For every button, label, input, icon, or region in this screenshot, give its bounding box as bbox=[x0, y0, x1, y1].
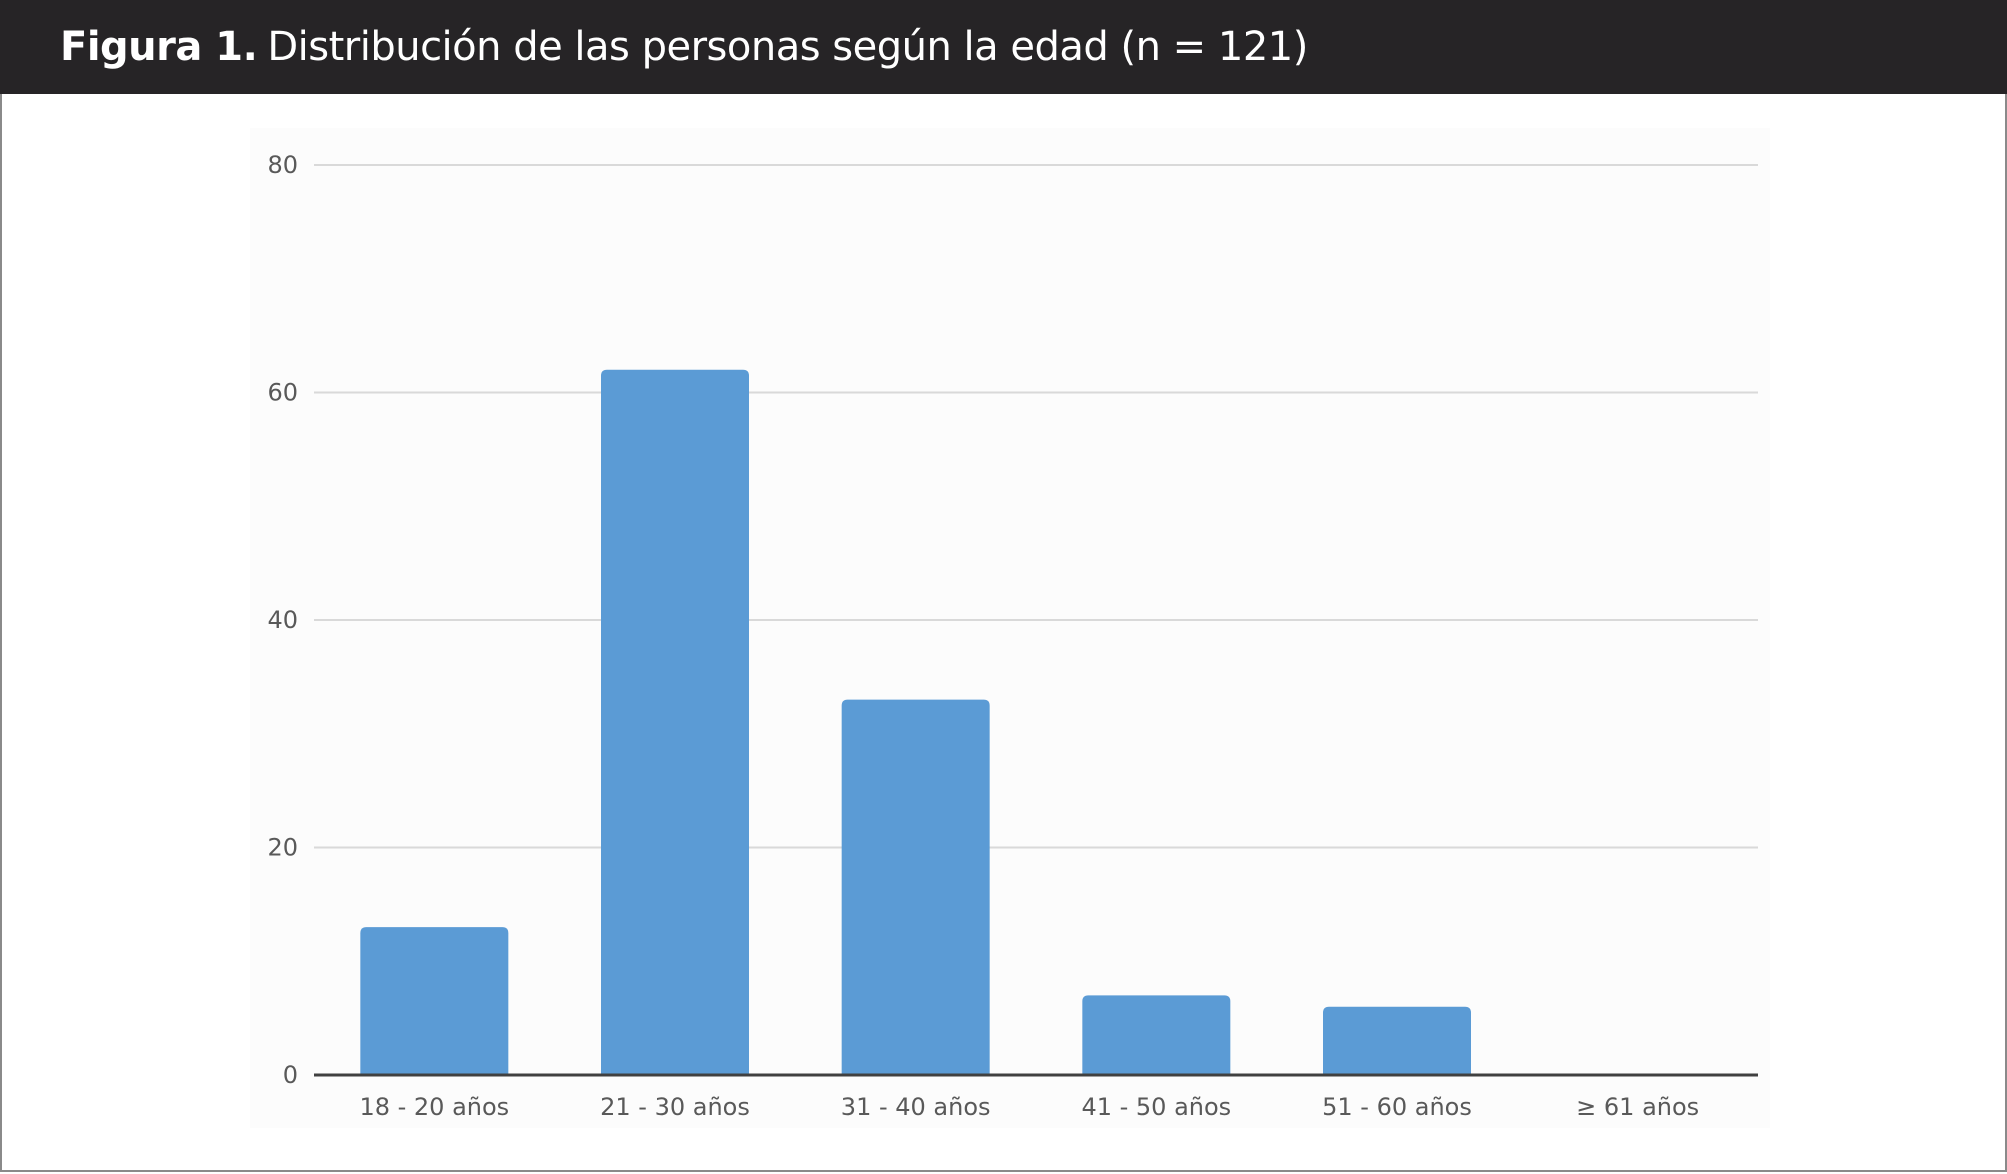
y-tick-label: 60 bbox=[267, 379, 298, 407]
x-tick-label: 41 - 50 años bbox=[1081, 1093, 1231, 1121]
x-tick-label: ≥ 61 años bbox=[1576, 1093, 1699, 1121]
y-tick-label: 20 bbox=[267, 834, 298, 862]
figure-caption-text: Distribución de las personas según la ed… bbox=[267, 24, 1308, 70]
bar bbox=[1323, 1006, 1471, 1075]
x-tick-label: 18 - 20 años bbox=[359, 1093, 509, 1121]
bar bbox=[1082, 995, 1231, 1075]
chart-panel: 0 20 40 60 80 18 - 20 años 21 - 30 años 31 - 40… bbox=[250, 128, 1770, 1128]
y-tick-label: 0 bbox=[283, 1061, 298, 1089]
bar bbox=[360, 927, 509, 1075]
figure-caption: Figura 1. Distribución de las personas se… bbox=[60, 24, 1308, 70]
x-tick-label: 31 - 40 años bbox=[841, 1093, 991, 1121]
y-tick-label: 80 bbox=[267, 151, 298, 179]
bar-chart: 0 20 40 60 80 18 - 20 años 21 - 30 años 31 - 40… bbox=[267, 151, 1758, 1121]
x-tick-label: 21 - 30 años bbox=[600, 1093, 750, 1121]
y-tick-label: 40 bbox=[267, 606, 298, 634]
figure-caption-label: Figura 1. bbox=[60, 24, 258, 70]
figure-caption-bar: Figura 1. Distribución de las personas se… bbox=[0, 0, 2007, 94]
x-tick-label: 51 - 60 años bbox=[1322, 1093, 1472, 1121]
bar bbox=[601, 369, 749, 1075]
bar bbox=[841, 699, 990, 1075]
